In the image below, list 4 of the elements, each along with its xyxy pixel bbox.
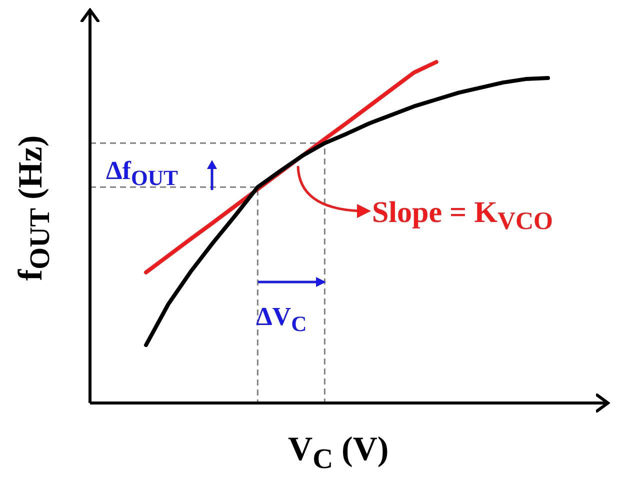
annotation: Δf$_{OUT}$ <box>106 156 178 190</box>
annotation: Slope = K$_{VCO}$ <box>372 196 554 235</box>
x-axis-title: V$_{C}$ (V) <box>288 431 389 475</box>
annotation: ΔV$_{C}$ <box>256 302 307 336</box>
